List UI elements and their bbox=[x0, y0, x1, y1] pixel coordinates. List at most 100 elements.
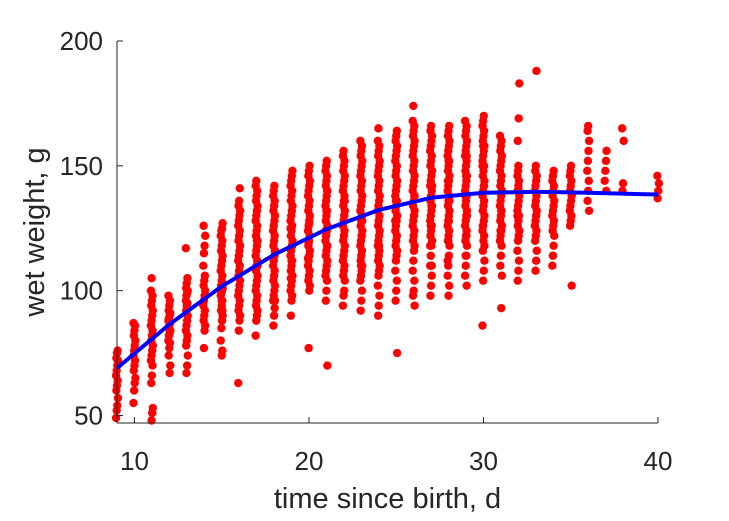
data-point bbox=[461, 251, 470, 260]
data-point bbox=[392, 348, 402, 358]
plot-area bbox=[111, 66, 664, 425]
data-point bbox=[496, 251, 506, 260]
data-point bbox=[323, 241, 332, 250]
data-point bbox=[339, 211, 349, 220]
data-point bbox=[460, 271, 470, 280]
data-point bbox=[129, 386, 139, 395]
data-point bbox=[653, 171, 662, 181]
data-point bbox=[286, 224, 295, 233]
data-point bbox=[497, 303, 506, 313]
data-point bbox=[374, 241, 384, 250]
data-point bbox=[584, 176, 594, 186]
data-point bbox=[409, 211, 419, 220]
data-point bbox=[601, 156, 611, 166]
data-point bbox=[548, 261, 557, 270]
data-point bbox=[444, 216, 454, 225]
data-point bbox=[199, 343, 209, 353]
data-point bbox=[583, 196, 592, 205]
data-point bbox=[356, 261, 366, 270]
data-point bbox=[392, 126, 402, 136]
data-point bbox=[374, 301, 383, 310]
data-point bbox=[584, 146, 593, 156]
data-point bbox=[497, 271, 507, 280]
x-axis-label: time since birth, d bbox=[274, 483, 501, 515]
data-point bbox=[164, 351, 173, 360]
data-point bbox=[583, 156, 593, 166]
data-point bbox=[148, 403, 158, 413]
data-point bbox=[496, 261, 505, 270]
y-tick-label: 50 bbox=[74, 401, 103, 431]
data-point bbox=[304, 343, 313, 353]
data-point bbox=[357, 231, 366, 240]
data-point bbox=[444, 236, 453, 245]
data-point bbox=[531, 256, 541, 265]
data-point bbox=[164, 291, 173, 300]
data-point bbox=[357, 296, 366, 305]
data-point bbox=[113, 346, 122, 355]
data-point bbox=[444, 291, 453, 300]
data-point bbox=[444, 156, 453, 166]
data-point bbox=[392, 181, 401, 191]
data-point bbox=[409, 256, 418, 265]
data-point bbox=[496, 226, 505, 235]
data-point bbox=[286, 311, 296, 320]
data-point bbox=[425, 241, 435, 250]
data-point bbox=[478, 141, 488, 151]
data-point bbox=[323, 361, 332, 370]
data-point bbox=[339, 146, 348, 156]
data-point bbox=[566, 161, 576, 171]
data-point bbox=[584, 206, 594, 215]
data-point bbox=[391, 216, 400, 225]
data-point bbox=[287, 256, 296, 265]
data-point bbox=[600, 176, 609, 186]
data-point bbox=[199, 249, 209, 258]
data-point bbox=[426, 281, 436, 290]
data-point bbox=[515, 79, 524, 88]
data-point bbox=[356, 306, 365, 315]
data-point bbox=[618, 179, 628, 188]
data-point bbox=[443, 256, 452, 265]
data-point bbox=[270, 303, 279, 313]
data-point bbox=[199, 221, 208, 230]
x-tick-label: 30 bbox=[469, 446, 498, 476]
data-point bbox=[374, 124, 383, 133]
data-point bbox=[165, 368, 174, 378]
data-point bbox=[478, 276, 488, 285]
data-point bbox=[445, 281, 454, 290]
data-point bbox=[373, 311, 383, 320]
data-point bbox=[445, 121, 454, 131]
data-point bbox=[392, 276, 402, 285]
data-point bbox=[427, 261, 436, 270]
data-point bbox=[270, 181, 279, 191]
data-point bbox=[478, 161, 487, 171]
data-point bbox=[443, 176, 453, 186]
data-point bbox=[338, 301, 348, 310]
data-point bbox=[147, 273, 156, 283]
data-point bbox=[426, 121, 436, 131]
data-point bbox=[391, 296, 400, 305]
axes bbox=[116, 41, 658, 424]
data-point bbox=[286, 273, 296, 283]
data-point bbox=[216, 336, 225, 345]
x-ticks: 10 20 30 40 bbox=[120, 417, 672, 476]
data-point bbox=[583, 121, 593, 131]
data-point bbox=[461, 261, 470, 270]
data-point bbox=[408, 266, 417, 275]
y-tick-label: 200 bbox=[60, 26, 103, 56]
data-point bbox=[514, 114, 523, 123]
data-point bbox=[322, 156, 331, 166]
data-point bbox=[321, 296, 330, 305]
data-point bbox=[218, 306, 227, 315]
data-point bbox=[409, 286, 418, 295]
data-point bbox=[617, 124, 627, 133]
data-point bbox=[408, 116, 417, 126]
data-point bbox=[583, 166, 592, 176]
data-point bbox=[410, 301, 419, 310]
data-point bbox=[514, 161, 523, 171]
data-point bbox=[234, 378, 243, 388]
data-point bbox=[357, 286, 367, 295]
data-point bbox=[426, 291, 435, 300]
data-point bbox=[410, 276, 419, 285]
data-point bbox=[513, 276, 522, 285]
